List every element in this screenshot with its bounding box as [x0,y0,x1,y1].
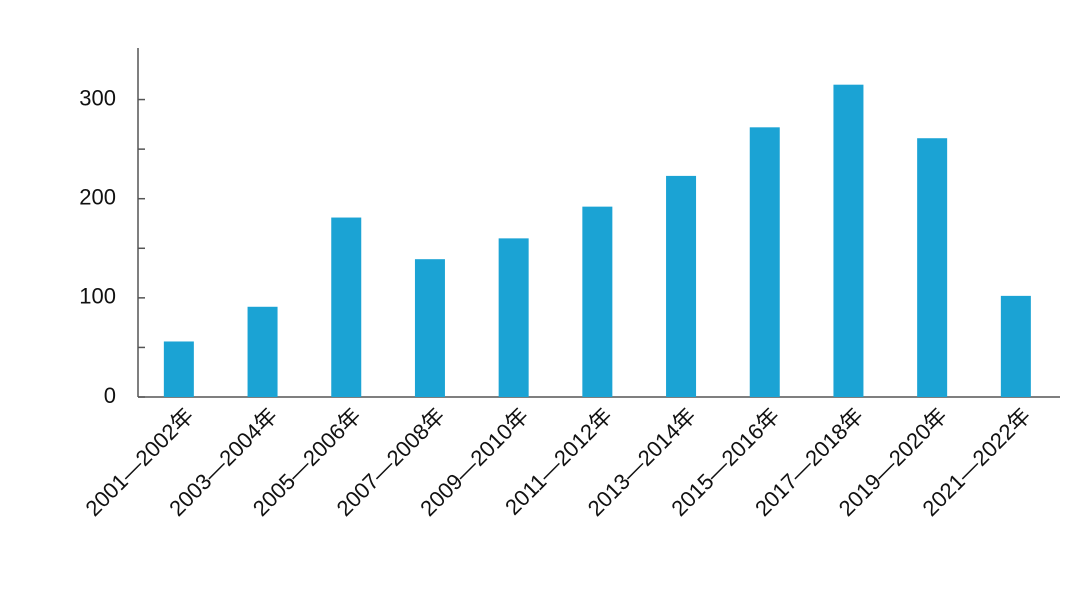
bar [833,84,864,397]
bar [163,341,194,397]
bar [917,138,948,397]
bar [414,259,445,397]
y-tick-label: 300 [79,85,116,110]
y-tick-label: 200 [79,185,116,210]
bar [247,306,278,397]
bar [498,238,529,397]
y-tick-label: 100 [79,284,116,309]
bar [666,175,697,397]
bar [749,127,780,398]
bar [331,217,362,397]
y-tick-label: 0 [104,383,116,408]
bar [1000,295,1031,397]
bar [582,206,613,397]
